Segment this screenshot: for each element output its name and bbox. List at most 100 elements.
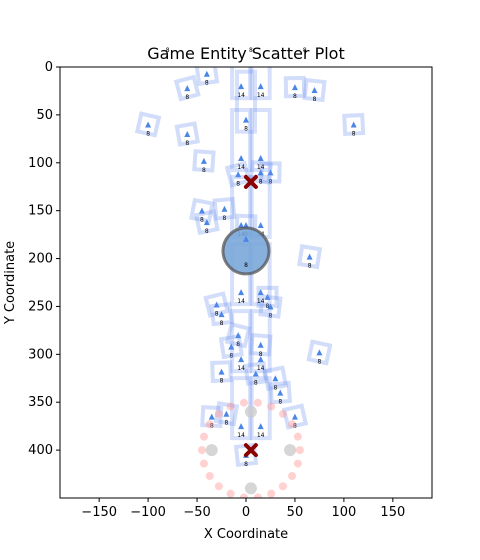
- entity-frame-tall: [235, 69, 257, 134]
- x-tick-label: −50: [183, 505, 210, 520]
- axes: 8 8 8−150 −100 −50 0 50 100 15005010015020025030…: [28, 47, 405, 520]
- top-annotation: 8: [166, 47, 170, 54]
- entity-arrow: [311, 86, 318, 93]
- ring-marker: [239, 493, 248, 498]
- entity-arrow: [200, 157, 207, 164]
- top-annotation: 8: [303, 47, 307, 54]
- entity-arrow: [257, 289, 264, 296]
- entity-size-label: 8: [236, 341, 240, 348]
- entity-arrow: [213, 301, 220, 308]
- entity-frame-small: [281, 403, 309, 430]
- ring-marker: [293, 432, 302, 441]
- entity-arrow: [267, 169, 274, 176]
- x-tick-label: −150: [81, 505, 117, 520]
- entity-frame-small: [268, 380, 293, 405]
- entity-arrow: [264, 293, 271, 300]
- entity-arrow: [235, 332, 242, 339]
- entity-size-label: 14: [257, 164, 265, 171]
- x-tick-label: −100: [130, 505, 166, 520]
- entity-arrow: [203, 219, 210, 226]
- ring-marker: [214, 409, 223, 418]
- entity-size-label: 14: [257, 365, 265, 372]
- entity-size-label: 8: [313, 96, 317, 103]
- entity-arrow: [257, 356, 264, 363]
- entity-frame-small: [224, 160, 252, 188]
- ring-marker: [214, 482, 223, 491]
- entity-arrow: [203, 70, 210, 77]
- entity-arrow: [198, 207, 205, 214]
- entity-frame-small: [224, 321, 252, 349]
- entity-arrow: [316, 349, 323, 356]
- entity-size-label: 14: [237, 92, 245, 99]
- entity-arrow: [243, 116, 249, 123]
- ring-marker: [205, 420, 214, 429]
- y-tick-label: 300: [28, 347, 53, 362]
- entity-arrow: [145, 121, 152, 128]
- entity-size-label: 8: [202, 167, 206, 174]
- entity-arrow: [257, 169, 264, 176]
- entity-frame-small: [258, 294, 283, 319]
- entity-size-label: 8: [215, 311, 219, 318]
- entity-size-label: 8: [185, 140, 189, 147]
- ring-marker: [253, 398, 262, 407]
- entity-size-label: 8: [220, 320, 224, 327]
- entity-size-label: 8: [318, 358, 322, 365]
- y-tick-label: 250: [28, 299, 53, 314]
- ring-marker: [278, 482, 287, 491]
- ring-marker: [293, 459, 302, 468]
- entity-arrow: [350, 121, 357, 128]
- entity-frame-small: [173, 74, 201, 102]
- entity-size-label: 8: [236, 180, 240, 187]
- entity-arrow: [291, 84, 298, 91]
- x-axis-label: X Coordinate: [204, 527, 288, 542]
- ring-marker: [278, 409, 287, 418]
- entity-frame-small: [200, 405, 224, 429]
- entity-frame-small: [192, 149, 216, 173]
- entity-arrow: [228, 343, 235, 350]
- entity-size-label: 8: [244, 126, 248, 133]
- entity-size-label: 8: [259, 178, 263, 185]
- entity-arrow: [238, 423, 245, 430]
- entity-size-label: 8: [244, 461, 248, 468]
- entity-arrow: [257, 222, 264, 229]
- x-tick-label: 100: [331, 505, 356, 520]
- marks-group: 8888888888888888888888888888888814148141…: [134, 67, 366, 498]
- entity-frame-small: [302, 77, 327, 103]
- ring-marker: [239, 398, 248, 407]
- entity-frame-small: [209, 301, 234, 327]
- grey-marker: [205, 444, 218, 457]
- entity-arrow: [223, 410, 230, 417]
- entity-frame-small: [256, 285, 279, 308]
- entity-size-label: 8: [269, 312, 273, 319]
- entity-arrow: [291, 413, 298, 420]
- x-tick-label: 50: [287, 505, 304, 520]
- entity-frame-small: [342, 112, 366, 137]
- entity-frame-small: [218, 334, 244, 360]
- entity-size-label: 8: [259, 351, 263, 358]
- entity-size-label: 8: [205, 80, 209, 87]
- entity-arrow: [257, 154, 264, 161]
- entity-arrow: [184, 85, 191, 92]
- entity-frame-small: [213, 400, 240, 427]
- entity-size-label: 8: [225, 420, 229, 427]
- y-tick-label: 50: [36, 108, 53, 123]
- y-tick-label: 100: [28, 156, 53, 171]
- chart-title: Game Entity Scatter Plot: [147, 44, 344, 63]
- entity-frame-small: [262, 365, 289, 392]
- ring-marker: [267, 402, 276, 411]
- entity-size-label: 8: [220, 378, 224, 385]
- player-marker: [221, 226, 271, 276]
- entity-size-label: 8: [254, 379, 258, 386]
- ring-marker: [288, 472, 297, 481]
- entity-arrow: [267, 303, 274, 310]
- entity-size-label: 8: [293, 93, 297, 100]
- entity-frame-tall: [249, 67, 272, 101]
- entity-frame-small: [248, 159, 274, 185]
- entity-frame-tall: [249, 309, 272, 374]
- entity-size-label: 14: [237, 365, 245, 372]
- entity-size-label: 8: [210, 423, 214, 430]
- y-tick-label: 400: [28, 443, 53, 458]
- entity-size-label: 14: [257, 92, 265, 99]
- y-tick-label: 350: [28, 395, 53, 410]
